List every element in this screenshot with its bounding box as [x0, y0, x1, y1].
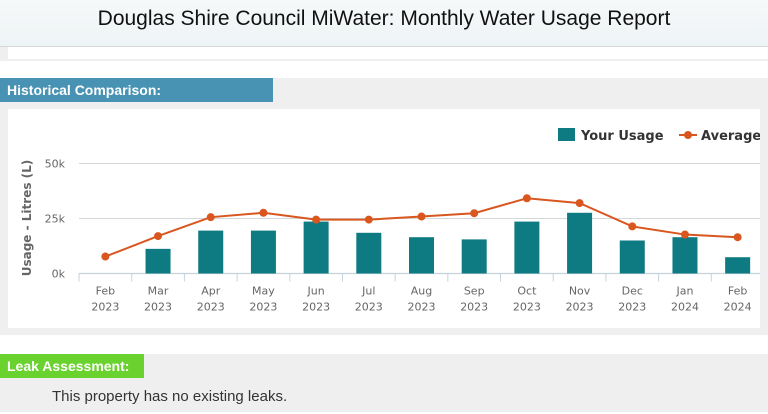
usage-bar: [567, 212, 593, 274]
y-tick-label: 0k: [52, 268, 66, 281]
usage-bar: [672, 237, 698, 274]
average-point: [522, 194, 531, 203]
usage-bar: [514, 221, 540, 274]
leak-assessment-heading: Leak Assessment:: [0, 354, 144, 378]
usage-bar: [619, 240, 645, 274]
x-tick-label-month: Oct: [517, 285, 537, 298]
x-tick-label-year: 2023: [460, 301, 488, 314]
usage-bar: [303, 221, 329, 274]
average-point: [628, 222, 637, 231]
x-tick-label-month: Sep: [464, 285, 485, 298]
x-tick-label-year: 2023: [144, 301, 172, 314]
usage-bar: [250, 230, 276, 274]
legend-average-label: Average: [701, 129, 760, 144]
usage-bar: [409, 237, 434, 274]
chart-panel: 0k 25k 50k Usage - Litres (L) Feb 2023 Mar 2023…: [8, 109, 765, 328]
legend-usage-swatch: [558, 128, 575, 141]
usage-bar: [145, 248, 171, 274]
x-tick-label-month: Jan: [675, 285, 693, 298]
x-tick-label-month: Mar: [148, 285, 169, 298]
legend-usage-label: Your Usage: [580, 129, 664, 144]
average-point: [470, 209, 479, 218]
average-point: [733, 233, 742, 242]
y-tick-label: 25k: [45, 213, 66, 226]
page-title: Douglas Shire Council MiWater: Monthly W…: [97, 7, 671, 30]
x-tick-label-month: Feb: [728, 285, 747, 298]
x-tick-label-month: Apr: [201, 285, 221, 298]
x-tick-label-year: 2023: [249, 301, 277, 314]
usage-bar: [461, 239, 487, 274]
x-tick-label-year: 2023: [513, 301, 541, 314]
x-tick-label-year: 2024: [671, 301, 699, 314]
x-tick-label-year: 2023: [355, 301, 383, 314]
historical-comparison-section: Historical Comparison: 0k 25k 50k Usage - L…: [0, 78, 768, 335]
x-tick-label-year: 2023: [566, 301, 594, 314]
report-header: Douglas Shire Council MiWater: Monthly W…: [0, 0, 768, 47]
legend-average-marker-icon: [684, 131, 692, 139]
x-tick-label-year: 2023: [408, 301, 436, 314]
x-tick-label-year: 2024: [724, 301, 752, 314]
x-tick-label-month: Jul: [361, 285, 375, 298]
divider: [0, 47, 768, 61]
y-tick-label: 50k: [45, 158, 66, 171]
y-axis-label: Usage - Litres (L): [20, 160, 34, 277]
x-tick-label-month: Aug: [411, 285, 432, 298]
average-point: [575, 199, 584, 208]
historical-comparison-heading: Historical Comparison:: [0, 78, 273, 102]
average-point: [417, 212, 426, 221]
average-point: [101, 252, 110, 261]
x-tick-label-month: Feb: [96, 285, 115, 298]
x-tick-label-year: 2023: [302, 301, 330, 314]
x-tick-label-month: May: [252, 285, 275, 298]
usage-chart: 0k 25k 50k Usage - Litres (L) Feb 2023 Mar 2023…: [20, 128, 765, 314]
x-tick-label-month: Nov: [569, 285, 591, 298]
average-point: [259, 208, 268, 217]
x-tick-label-month: Jun: [307, 285, 325, 298]
leak-assessment-section: Leak Assessment: This property has no ex…: [0, 354, 768, 412]
average-point: [312, 215, 321, 224]
usage-bar: [198, 230, 224, 274]
usage-bar: [725, 257, 751, 274]
leak-status-text: This property has no existing leaks.: [52, 388, 288, 405]
x-tick-label-month: Dec: [622, 285, 643, 298]
average-point: [206, 213, 215, 222]
usage-bar: [356, 232, 382, 274]
x-tick-label-year: 2023: [91, 301, 119, 314]
average-point: [154, 232, 163, 241]
average-point: [364, 215, 373, 224]
x-tick-label-year: 2023: [197, 301, 225, 314]
average-point: [680, 230, 689, 239]
x-tick-label-year: 2023: [618, 301, 646, 314]
